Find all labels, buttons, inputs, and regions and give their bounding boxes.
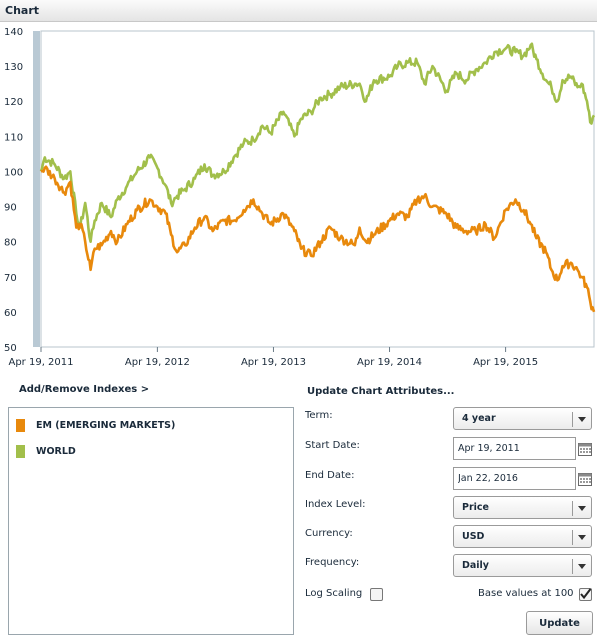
legend-label-world: WORLD	[36, 445, 76, 457]
term-select[interactable]: 4 year	[453, 407, 592, 430]
y-tick-label: 110	[4, 132, 23, 143]
add-remove-indexes-link[interactable]: Add/Remove Indexes >	[19, 384, 150, 395]
chevron-down-icon	[578, 535, 586, 540]
checkmark-icon	[580, 588, 592, 600]
y-tick-label: 100	[4, 167, 23, 178]
chevron-down-icon	[578, 417, 586, 422]
y-tick-label: 90	[4, 203, 17, 214]
y-tick-label: 130	[4, 62, 23, 73]
em-color-swatch	[16, 418, 25, 432]
currency-select[interactable]: USD	[453, 525, 592, 548]
chart-header: Chart	[0, 0, 597, 22]
legend-label-em: EM (EMERGING MARKETS)	[36, 419, 176, 431]
currency-label: Currency:	[305, 528, 353, 539]
frequency-select[interactable]: Daily	[453, 554, 592, 577]
chart-axes: 50 60 70 80 90 100 110 120 130 140 Apr 19, 2011 Apr…	[4, 27, 595, 368]
series-line-world	[39, 42, 596, 243]
end-date-input[interactable]	[453, 467, 576, 490]
start-date-label: Start Date:	[305, 440, 360, 451]
start-date-input[interactable]	[453, 437, 576, 460]
chevron-down-icon	[578, 564, 586, 569]
index-level-value: Price	[462, 502, 489, 513]
end-date-label: End Date:	[305, 470, 355, 481]
currency-value: USD	[462, 531, 485, 542]
index-level-label: Index Level:	[305, 499, 366, 510]
legend-item-world: WORLD	[16, 444, 76, 458]
x-tick-label: Apr 19, 2015	[473, 357, 538, 368]
term-value: 4 year	[462, 413, 496, 424]
x-tick-label: Apr 19, 2013	[241, 357, 306, 368]
update-chart-attributes-title: Update Chart Attributes...	[307, 386, 455, 397]
frequency-label: Frequency:	[305, 557, 360, 568]
world-color-swatch	[16, 444, 25, 458]
chevron-down-icon	[578, 506, 586, 511]
plot-area	[40, 30, 595, 348]
chart-series	[39, 42, 596, 313]
y-tick-label: 60	[4, 308, 17, 319]
y-tick-label: 120	[4, 97, 23, 108]
x-tick-label: Apr 19, 2014	[357, 357, 422, 368]
log-scaling-checkbox[interactable]	[370, 588, 383, 601]
y-tick-label: 70	[4, 273, 17, 284]
term-label: Term:	[305, 410, 333, 421]
update-button[interactable]: Update	[526, 611, 593, 635]
x-tick-label: Apr 19, 2011	[8, 357, 73, 368]
calendar-icon[interactable]	[578, 442, 592, 456]
index-level-select[interactable]: Price	[453, 496, 592, 519]
x-tick-label: Apr 19, 2012	[125, 357, 190, 368]
line-chart: 50 60 70 80 90 100 110 120 130 140 Apr 19, 2011 Apr…	[4, 27, 596, 368]
y-axis-bar	[33, 31, 40, 347]
legend-item-em: EM (EMERGING MARKETS)	[16, 418, 175, 432]
y-tick-label: 50	[4, 343, 17, 354]
base-values-checkbox[interactable]	[579, 588, 592, 601]
series-line-em	[40, 165, 596, 313]
y-tick-label: 80	[4, 238, 17, 249]
y-tick-label: 140	[4, 27, 23, 38]
frequency-value: Daily	[462, 560, 490, 571]
chart-title: Chart	[5, 4, 40, 17]
base-values-label: Base values at 100	[478, 588, 574, 599]
calendar-icon[interactable]	[578, 472, 592, 486]
log-scaling-label: Log Scaling	[305, 588, 363, 599]
index-legend: EM (EMERGING MARKETS) WORLD	[8, 407, 294, 635]
